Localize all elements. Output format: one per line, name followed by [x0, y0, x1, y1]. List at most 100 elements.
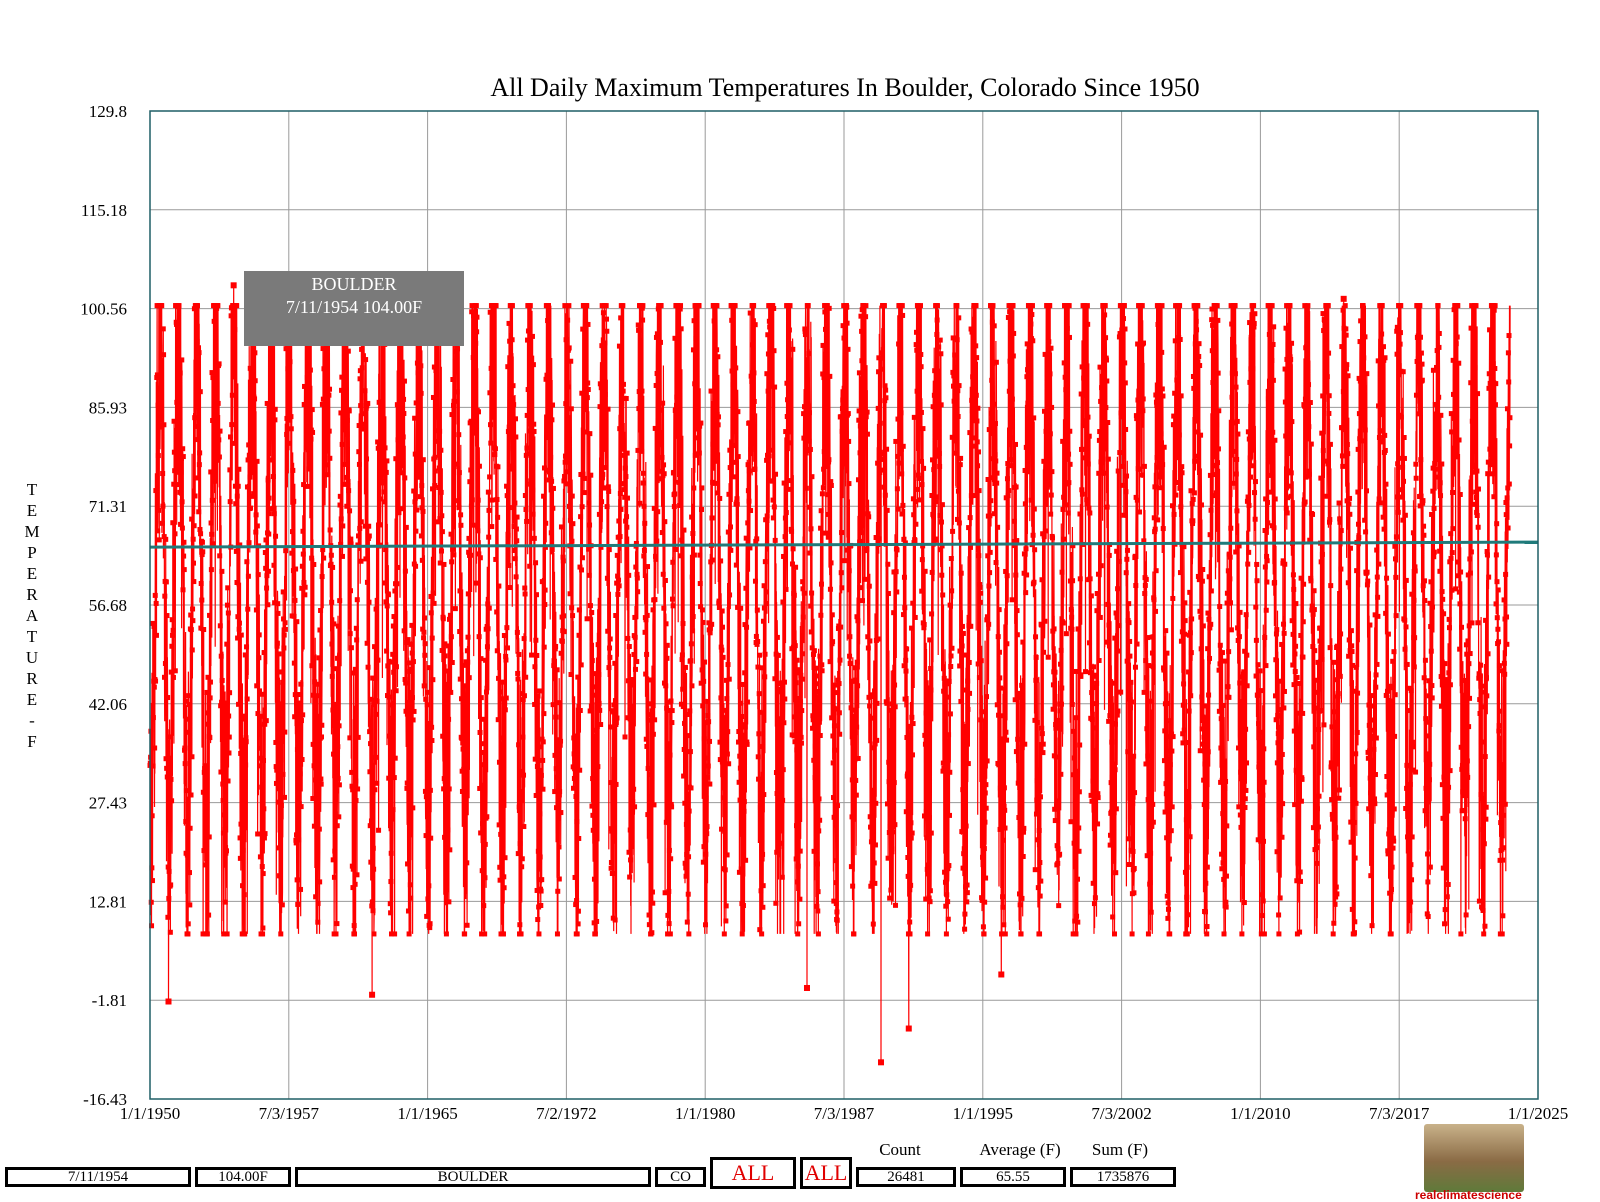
data-point: [1254, 561, 1260, 567]
data-point: [1482, 923, 1488, 929]
data-point: [992, 511, 998, 517]
data-point: [1094, 591, 1100, 597]
data-point: [1109, 739, 1115, 745]
data-point: [949, 645, 955, 651]
data-point: [546, 418, 552, 424]
data-point: [1046, 339, 1052, 345]
data-point: [691, 318, 697, 324]
data-point: [864, 409, 870, 415]
data-point: [1127, 653, 1133, 659]
data-point: [887, 823, 893, 829]
data-point: [405, 699, 411, 705]
data-point: [262, 550, 268, 556]
data-point: [484, 644, 490, 650]
data-point: [1295, 710, 1301, 716]
data-point: [718, 695, 724, 701]
data-point: [517, 922, 523, 928]
extreme-point: [803, 984, 810, 991]
state-field[interactable]: CO: [655, 1167, 706, 1187]
data-point: [487, 309, 493, 315]
data-point: [606, 547, 612, 553]
data-point: [1331, 709, 1337, 715]
data-point: [810, 717, 816, 723]
data-point: [1128, 699, 1134, 705]
data-point: [161, 352, 167, 358]
data-point: [1442, 661, 1448, 667]
data-point: [1265, 520, 1271, 526]
data-point: [480, 762, 486, 768]
data-point: [1101, 387, 1107, 393]
station-field[interactable]: BOULDER: [295, 1167, 651, 1187]
data-point: [927, 637, 933, 643]
data-point: [504, 493, 510, 499]
data-point: [315, 791, 321, 797]
data-point: [387, 901, 393, 907]
data-point: [1033, 811, 1039, 817]
data-point: [711, 318, 717, 324]
data-point: [281, 616, 287, 622]
all-button-2[interactable]: ALL: [800, 1157, 852, 1189]
data-point: [195, 475, 201, 481]
data-point: [1425, 851, 1431, 857]
data-point: [822, 309, 828, 315]
data-point: [1366, 806, 1372, 812]
data-point: [786, 327, 792, 333]
data-point: [820, 485, 826, 491]
data-point: [1096, 658, 1102, 664]
data-point: [787, 417, 793, 423]
data-point: [581, 490, 587, 496]
data-point: [412, 499, 418, 505]
data-point: [919, 588, 925, 594]
data-point: [1118, 410, 1124, 416]
data-point: [1185, 740, 1191, 746]
data-point: [473, 580, 479, 586]
data-point: [1400, 464, 1406, 470]
data-point: [981, 931, 987, 937]
data-point: [565, 317, 571, 323]
date-field[interactable]: 7/11/1954: [5, 1167, 191, 1187]
data-point: [1245, 561, 1251, 567]
data-point: [1483, 804, 1489, 810]
data-point: [327, 386, 333, 392]
data-point: [532, 756, 538, 762]
data-point: [940, 768, 946, 774]
data-point: [1458, 744, 1464, 750]
data-point: [1159, 386, 1165, 392]
all-button-1[interactable]: ALL: [710, 1157, 796, 1189]
data-point: [456, 432, 462, 438]
data-point: [1433, 474, 1439, 480]
data-point: [985, 476, 991, 482]
data-point: [1446, 784, 1452, 790]
data-point: [575, 908, 581, 914]
data-point: [168, 776, 174, 782]
data-point: [1422, 597, 1428, 603]
data-point: [365, 664, 371, 670]
data-point: [514, 629, 520, 635]
data-point: [206, 912, 212, 918]
data-point: [183, 819, 189, 825]
data-point: [1033, 654, 1039, 660]
data-point: [1453, 586, 1459, 592]
data-point: [353, 778, 359, 784]
data-point: [520, 697, 526, 703]
data-point: [1316, 793, 1322, 799]
data-point: [622, 734, 628, 740]
data-point: [1372, 801, 1378, 807]
data-point: [1022, 741, 1028, 747]
value-field[interactable]: 104.00F: [195, 1167, 291, 1187]
data-point: [1466, 623, 1472, 629]
data-point: [1388, 931, 1394, 937]
data-point: [1261, 746, 1267, 752]
data-point: [317, 627, 323, 633]
data-point: [1189, 616, 1195, 622]
data-point: [331, 621, 337, 627]
data-point: [1248, 334, 1254, 340]
data-point: [506, 320, 512, 326]
data-point: [1089, 690, 1095, 696]
data-point: [253, 529, 259, 535]
data-point: [1478, 662, 1484, 668]
data-point: [1010, 303, 1016, 309]
data-point: [969, 329, 975, 335]
data-point: [884, 700, 890, 706]
data-point: [395, 437, 401, 443]
